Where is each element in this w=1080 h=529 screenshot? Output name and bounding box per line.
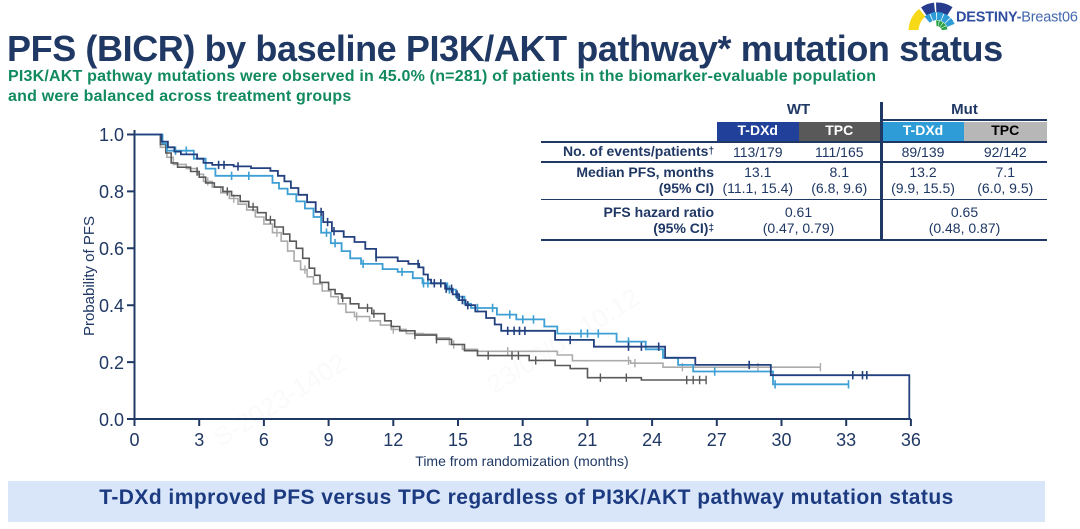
svg-text:33: 33 (836, 430, 856, 450)
svg-text:DESTINY-Breast06: DESTINY-Breast06 (956, 10, 1078, 26)
svg-text:36: 36 (901, 430, 921, 450)
svg-text:21: 21 (577, 430, 597, 450)
svg-text:0.4: 0.4 (99, 296, 124, 316)
svg-text:6: 6 (259, 430, 269, 450)
svg-text:0.2: 0.2 (99, 353, 124, 373)
svg-text:18: 18 (513, 430, 533, 450)
svg-text:0.0: 0.0 (99, 410, 124, 430)
svg-text:3: 3 (194, 430, 204, 450)
svg-text:Time from randomization (month: Time from randomization (months) (415, 453, 628, 469)
svg-text:0.8: 0.8 (99, 182, 124, 202)
svg-text:0.6: 0.6 (99, 239, 124, 259)
svg-text:24: 24 (642, 430, 662, 450)
svg-text:0: 0 (129, 430, 139, 450)
svg-text:Probability of PFS: Probability of PFS (81, 216, 98, 336)
svg-text:27: 27 (707, 430, 727, 450)
svg-text:15: 15 (448, 430, 468, 450)
svg-text:9: 9 (324, 430, 334, 450)
svg-text:12: 12 (383, 430, 403, 450)
svg-text:30: 30 (771, 430, 791, 450)
svg-text:1.0: 1.0 (99, 125, 124, 145)
